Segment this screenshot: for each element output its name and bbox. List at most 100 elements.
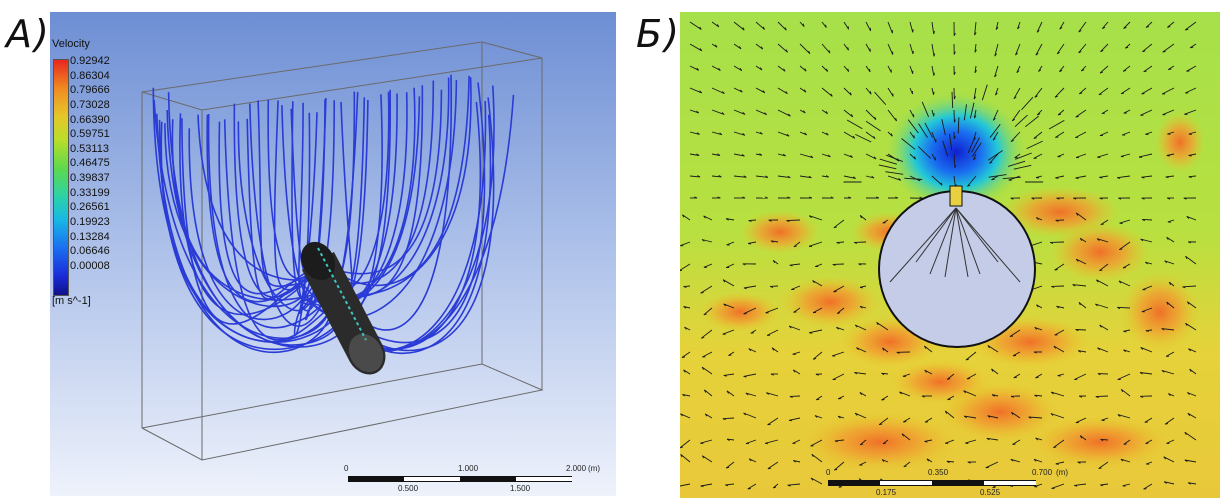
velocity-vector bbox=[733, 153, 745, 157]
velocity-vector bbox=[836, 326, 839, 330]
velocity-vector bbox=[856, 347, 859, 351]
velocity-vector bbox=[743, 412, 757, 419]
velocity-vector bbox=[722, 279, 735, 287]
velocity-vector bbox=[1144, 417, 1153, 423]
velocity-vector bbox=[1184, 459, 1197, 463]
velocity-vector bbox=[924, 122, 933, 138]
velocity-vector bbox=[918, 123, 928, 138]
outlet-nozzle bbox=[949, 185, 963, 207]
velocity-vector bbox=[987, 345, 999, 353]
scale-b-seg bbox=[984, 480, 1036, 486]
velocity-vector bbox=[718, 67, 721, 71]
velocity-vector bbox=[909, 153, 916, 160]
velocity-vector bbox=[764, 196, 768, 199]
velocity-vector bbox=[1055, 136, 1059, 138]
velocity-vector bbox=[827, 154, 831, 158]
velocity-vector bbox=[1100, 438, 1104, 442]
velocity-vector bbox=[1053, 439, 1065, 448]
hotspot bbox=[700, 292, 780, 332]
velocity-vector bbox=[700, 483, 713, 487]
velocity-vector bbox=[854, 241, 858, 244]
velocity-vector bbox=[703, 263, 713, 268]
velocity-vector bbox=[1161, 87, 1175, 95]
velocity-vector bbox=[873, 135, 876, 139]
velocity-vector bbox=[1164, 417, 1175, 425]
velocity-vector bbox=[850, 113, 854, 118]
velocity-vector bbox=[882, 347, 889, 353]
velocity-vector bbox=[974, 65, 977, 73]
velocity-vector bbox=[733, 65, 743, 71]
velocity-vector bbox=[865, 120, 881, 132]
velocity-vector bbox=[878, 417, 889, 426]
velocity-vector bbox=[1007, 160, 1026, 167]
hotspot bbox=[800, 412, 960, 472]
velocity-vector bbox=[859, 439, 867, 446]
velocity-vector bbox=[739, 89, 743, 93]
velocity-vector bbox=[1075, 417, 1087, 424]
velocity-vector bbox=[1098, 93, 1102, 96]
velocity-vector bbox=[995, 92, 998, 96]
velocity-vector bbox=[1099, 131, 1109, 137]
velocity-vector bbox=[702, 455, 713, 463]
scale-a-unit: (m) bbox=[588, 464, 600, 473]
velocity-vector bbox=[1139, 372, 1153, 375]
velocity-vector bbox=[1145, 21, 1153, 28]
velocity-vector bbox=[1050, 413, 1065, 419]
velocity-vector bbox=[1117, 175, 1131, 179]
velocity-vector bbox=[689, 87, 702, 94]
velocity-vector bbox=[1036, 21, 1043, 33]
velocity-vector bbox=[808, 196, 813, 199]
velocity-vector bbox=[953, 71, 956, 75]
velocity-vector bbox=[701, 455, 705, 459]
velocity-vector bbox=[765, 442, 769, 445]
velocity-vector bbox=[1141, 197, 1145, 200]
velocity-vector bbox=[847, 68, 850, 72]
velocity-vector bbox=[793, 241, 801, 248]
velocity-vector bbox=[1184, 109, 1197, 115]
velocity-vector bbox=[809, 215, 823, 221]
velocity-vector bbox=[701, 337, 705, 339]
velocity-vector bbox=[1123, 109, 1131, 114]
velocity-vector bbox=[1079, 435, 1083, 439]
velocity-vector bbox=[1012, 351, 1021, 357]
velocity-vector bbox=[945, 439, 955, 444]
velocity-vector bbox=[1033, 351, 1037, 354]
velocity-vector bbox=[837, 415, 841, 419]
velocity-vector bbox=[1141, 176, 1145, 179]
velocity-vector bbox=[767, 461, 779, 470]
velocity-vector bbox=[1075, 177, 1079, 179]
velocity-vector bbox=[1028, 416, 1032, 419]
velocity-vector bbox=[770, 240, 774, 243]
velocity-vector bbox=[814, 415, 823, 419]
velocity-vector bbox=[1056, 305, 1065, 309]
velocity-vector bbox=[981, 84, 988, 101]
velocity-vector bbox=[1055, 175, 1065, 179]
velocity-vector bbox=[803, 110, 806, 114]
velocity-vector bbox=[991, 394, 995, 397]
velocity-vector bbox=[777, 109, 791, 117]
velocity-vector bbox=[684, 326, 687, 330]
velocity-vector bbox=[1119, 241, 1131, 250]
velocity-vector bbox=[973, 96, 977, 100]
velocity-vector bbox=[1014, 114, 1028, 128]
velocity-vector bbox=[726, 438, 730, 441]
velocity-vector bbox=[1167, 197, 1171, 200]
velocity-vector bbox=[1054, 87, 1065, 98]
velocity-vector bbox=[1145, 439, 1153, 444]
velocity-vector bbox=[703, 313, 707, 316]
velocity-vector bbox=[1017, 26, 1020, 30]
velocity-vector bbox=[749, 458, 757, 463]
velocity-vector bbox=[865, 65, 871, 73]
velocity-vector bbox=[1095, 396, 1099, 399]
velocity-vector bbox=[704, 413, 708, 417]
velocity-vector bbox=[1051, 483, 1065, 489]
velocity-vector bbox=[726, 241, 735, 246]
velocity-vector bbox=[1166, 236, 1169, 240]
hotspot bbox=[1155, 112, 1205, 172]
velocity-vector bbox=[852, 176, 856, 179]
legend-tick: 0.46475 bbox=[70, 157, 110, 170]
velocity-vector bbox=[931, 65, 935, 76]
velocity-vector bbox=[1188, 348, 1197, 353]
velocity-vector bbox=[1099, 324, 1109, 331]
velocity-vector bbox=[1165, 423, 1169, 425]
